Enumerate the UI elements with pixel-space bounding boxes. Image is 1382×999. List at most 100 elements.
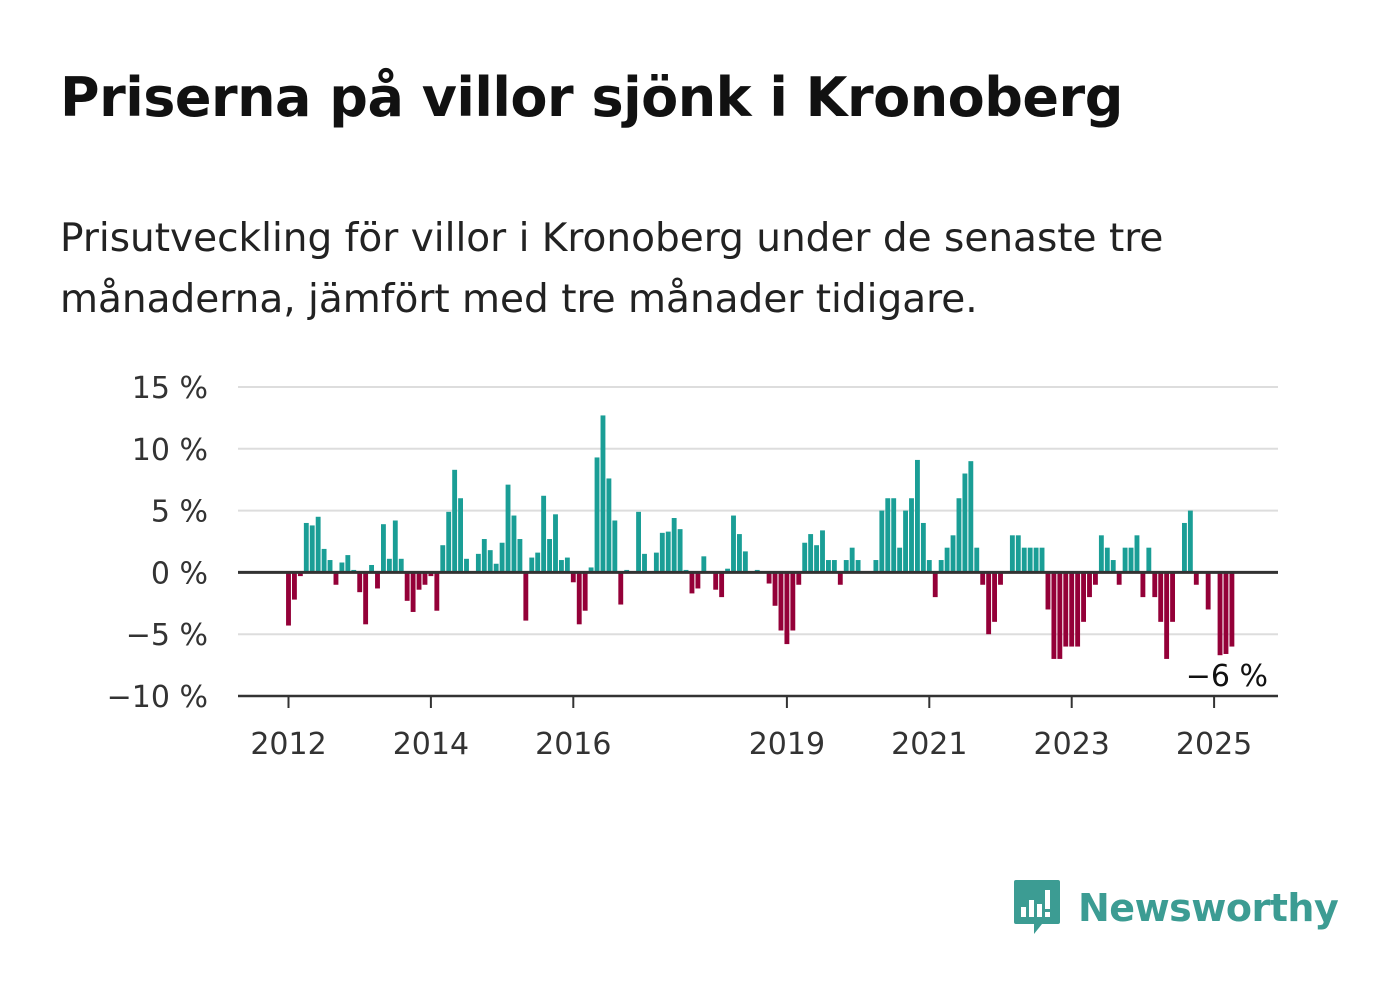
bar: [1164, 572, 1170, 659]
bar: [938, 560, 944, 573]
bar: [1098, 535, 1104, 573]
bar: [873, 560, 879, 573]
bar: [742, 551, 748, 573]
bar: [778, 572, 784, 631]
y-axis-labels: 15 % 10 % 5 % 0 % −5 % −10 %: [107, 371, 208, 715]
bar: [321, 548, 327, 573]
x-tick-label: 2021: [891, 727, 967, 762]
bar: [446, 511, 452, 573]
bar: [303, 522, 309, 573]
newsworthy-logo: Newsworthy: [1012, 878, 1339, 938]
bar: [428, 572, 434, 577]
bar: [416, 572, 422, 590]
y-tick-label: 10 %: [132, 433, 208, 468]
bar: [529, 557, 535, 573]
bar: [737, 534, 742, 573]
bar: [920, 522, 926, 573]
bar: [1021, 547, 1027, 573]
bar: [570, 572, 576, 583]
bar: [885, 498, 891, 573]
bar: [1063, 572, 1069, 647]
bar: [1187, 510, 1193, 573]
bar: [974, 547, 980, 573]
bar: [1146, 547, 1152, 573]
bar: [784, 572, 790, 645]
x-tick-label: 2025: [1176, 727, 1252, 762]
bar: [594, 457, 600, 573]
bar: [1217, 572, 1223, 656]
bar: [487, 550, 493, 573]
bar: [475, 553, 481, 573]
bar: [392, 520, 398, 573]
bar: [956, 498, 962, 573]
bar: [297, 572, 303, 577]
bar: [309, 525, 315, 573]
bar: [363, 572, 369, 625]
bar: [339, 562, 345, 573]
bar: [452, 469, 458, 573]
bar: [458, 498, 463, 573]
bar: [1057, 572, 1063, 659]
bar: [766, 572, 772, 584]
bar: [564, 557, 570, 573]
bar: [333, 572, 339, 585]
x-tick-label: 2014: [393, 727, 469, 762]
bar: [1182, 522, 1187, 573]
bar: [1134, 535, 1140, 573]
x-tick-label: 2016: [535, 727, 611, 762]
bar: [855, 560, 861, 573]
bar: [481, 539, 487, 573]
bar: [1051, 572, 1057, 659]
bar: [612, 520, 618, 573]
gridlines: [238, 386, 1278, 636]
x-tick-label: 2019: [749, 727, 825, 762]
bar: [701, 556, 707, 573]
bar: [642, 553, 647, 573]
x-tick-label: 2012: [250, 727, 326, 762]
bar: [1069, 572, 1075, 647]
bar: [1075, 572, 1081, 647]
bar: [1152, 572, 1158, 598]
newsworthy-logo-icon: [1014, 880, 1060, 934]
bar: [713, 572, 719, 590]
bar: [1009, 535, 1015, 573]
y-tick-label: −10 %: [107, 680, 208, 715]
bar: [493, 563, 499, 573]
bar: [523, 572, 529, 621]
bar: [1193, 572, 1199, 585]
bar: [653, 552, 659, 573]
bar: [831, 560, 837, 573]
bar: [1116, 572, 1122, 585]
bar: [992, 572, 997, 622]
bar: [659, 532, 665, 573]
bar: [1122, 547, 1128, 573]
bar: [422, 572, 428, 585]
bar: [440, 545, 446, 573]
bar: [790, 572, 796, 631]
bar: [820, 530, 825, 573]
page-title: Priserna på villor sjönk i Kronoberg: [60, 66, 1123, 129]
bar: [826, 560, 831, 573]
bar: [802, 542, 808, 573]
bar: [1033, 547, 1039, 573]
bar: [410, 572, 416, 612]
brand-name: Newsworthy: [1078, 886, 1339, 930]
bar: [369, 564, 374, 573]
bar: [1027, 547, 1033, 573]
bar: [588, 567, 594, 573]
bar: [357, 572, 363, 593]
bar: [772, 572, 778, 606]
bar: [464, 558, 469, 573]
bar: [980, 572, 986, 585]
bar: [837, 572, 843, 585]
bar: [1205, 572, 1211, 610]
x-tick-label: 2023: [1034, 727, 1110, 762]
bar: [932, 572, 938, 598]
bar: [879, 510, 885, 573]
y-tick-label: −5 %: [126, 618, 208, 653]
bar: [814, 545, 819, 573]
bar: [1170, 572, 1175, 622]
bar: [796, 572, 802, 585]
y-tick-label: 0 %: [151, 556, 208, 591]
